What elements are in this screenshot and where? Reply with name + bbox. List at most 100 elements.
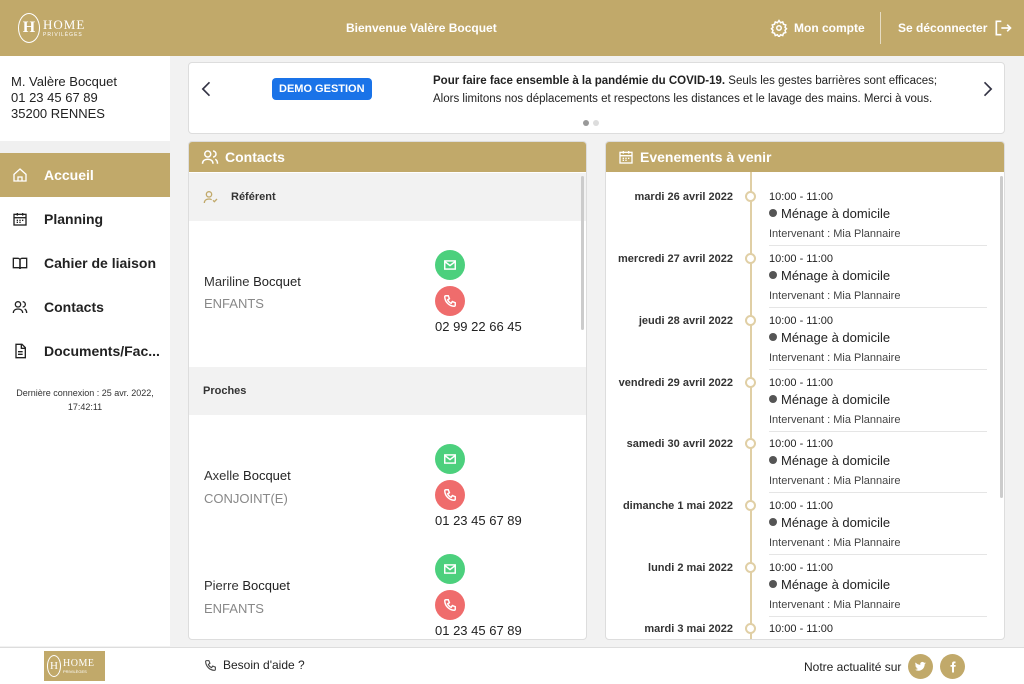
phone-icon (205, 659, 216, 671)
contact-item: Axelle Bocquet CONJOINT(E) 01 23 45 67 8… (189, 415, 586, 528)
news-line1: Seuls les gestes barrières sont efficace… (725, 75, 938, 87)
footer-logo-subtext: PRIVILÈGES (63, 668, 87, 674)
contacts-scrollbar[interactable] (581, 176, 584, 330)
last-connection-date: Dernière connexion : 25 avr. 2022, (16, 388, 154, 398)
carousel-dot[interactable] (593, 120, 599, 126)
contact-name: Axelle Bocquet (204, 468, 291, 483)
twitter-button[interactable] (908, 654, 934, 679)
book-icon (12, 257, 28, 270)
news-line2: Alors limitons nos déplacements et respe… (433, 93, 933, 105)
event-title: Ménage à domicile (769, 330, 890, 345)
carousel-dots (583, 120, 603, 126)
user-name: M. Valère Bocquet (11, 74, 117, 89)
section-label: Référent (231, 191, 276, 203)
event-intervenant: Intervenant : Mia Plannaire (769, 537, 901, 549)
chevron-left-icon[interactable] (197, 79, 217, 99)
event-time: 10:00 - 11:00 (769, 438, 834, 450)
last-connection-time: 17:42:11 (67, 402, 103, 412)
event-title: Ménage à domicile (769, 392, 890, 407)
events-title: Evenements à venir (640, 149, 772, 165)
contacts-header: Contacts (189, 142, 586, 172)
contact-name: Mariline Bocquet (204, 274, 301, 289)
logo-emblem-icon: H (47, 655, 61, 677)
users-icon (201, 150, 219, 164)
news-headline: Pour faire face ensemble à la pandémie d… (433, 75, 726, 87)
timeline-dot (745, 623, 756, 634)
account-button[interactable]: Mon compte (770, 19, 865, 37)
section-proches: Proches (189, 367, 586, 415)
call-button[interactable] (435, 286, 465, 316)
calendar-icon (619, 151, 633, 164)
mail-icon (444, 260, 456, 270)
twitter-icon (915, 661, 927, 671)
contact-item: Mariline Bocquet ENFANTS 02 99 22 66 45 (189, 221, 586, 367)
user-phone: 01 23 45 67 89 (11, 90, 98, 105)
event-date: mercredi 27 avril 2022 (618, 253, 733, 265)
document-icon (15, 343, 26, 359)
event-time: 10:00 - 11:00 (769, 377, 834, 389)
event-time: 10:00 - 11:00 (769, 315, 834, 327)
social-label: Notre actualité sur (804, 659, 902, 674)
event-intervenant: Intervenant : Mia Plannaire (769, 228, 901, 240)
event-divider (769, 554, 987, 555)
chevron-right-icon[interactable] (977, 79, 997, 99)
contacts-panel: Contacts Référent Mariline Bocquet ENFAN… (188, 141, 587, 640)
event-intervenant: Intervenant : Mia Plannaire (769, 352, 901, 364)
sidebar-item-label: Documents/Fac... (44, 343, 160, 359)
logout-button[interactable]: Se déconnecter (898, 18, 1013, 38)
contact-role: ENFANTS (204, 601, 264, 616)
user-city: 35200 RENNES (11, 106, 105, 121)
sidebar-item-cahier[interactable]: Cahier de liaison (0, 241, 170, 285)
email-button[interactable] (435, 250, 465, 280)
email-button[interactable] (435, 554, 465, 584)
gear-icon (770, 19, 788, 37)
call-button[interactable] (435, 590, 465, 620)
logout-label: Se déconnecter (898, 21, 988, 35)
phone-icon (444, 599, 456, 611)
logo[interactable]: H HOME PRIVILÈGES (18, 13, 85, 43)
help-link[interactable]: Besoin d'aide ? (204, 658, 305, 672)
event-time: 10:00 - 11:00 (769, 623, 834, 635)
logo-subtext: PRIVILÈGES (43, 32, 83, 38)
contact-role: ENFANTS (204, 296, 264, 311)
call-button[interactable] (435, 480, 465, 510)
footer-logo[interactable]: H HOME PRIVILÈGES (44, 651, 105, 681)
contact-phone: 01 23 45 67 89 (435, 513, 522, 528)
sidebar-item-accueil[interactable]: Accueil (0, 153, 170, 197)
contact-last-name: Bocquet (242, 578, 291, 593)
logo-emblem-icon: H (18, 13, 40, 43)
user-check-icon (203, 191, 218, 204)
phone-icon (444, 489, 456, 501)
event-date: samedi 30 avril 2022 (626, 438, 733, 450)
event-intervenant: Intervenant : Mia Plannaire (769, 475, 901, 487)
email-button[interactable] (435, 444, 465, 474)
demo-badge: DEMO GESTION (272, 78, 372, 100)
facebook-button[interactable] (940, 654, 966, 679)
contact-first-name: Pierre (204, 578, 239, 593)
header-divider (880, 12, 881, 44)
footer-logo-text: HOME (63, 657, 95, 669)
sidebar-item-contacts[interactable]: Contacts (0, 285, 170, 329)
event-divider (769, 245, 987, 246)
event-title: Ménage à domicile (769, 453, 890, 468)
event-date: mardi 3 mai 2022 (644, 623, 733, 635)
event-time: 10:00 - 11:00 (769, 191, 834, 203)
phone-icon (444, 295, 456, 307)
mail-icon (444, 454, 456, 464)
contact-phone: 02 99 22 66 45 (435, 319, 522, 334)
event-time: 10:00 - 11:00 (769, 253, 834, 265)
contact-first-name: Axelle (204, 468, 240, 483)
timeline-dot (745, 191, 756, 202)
timeline-dot (745, 253, 756, 264)
events-scrollbar[interactable] (1000, 176, 1003, 498)
carousel-dot[interactable] (583, 120, 589, 126)
timeline-dot (745, 500, 756, 511)
contacts-title: Contacts (225, 149, 285, 165)
event-intervenant: Intervenant : Mia Plannaire (769, 599, 901, 611)
social-links: Notre actualité sur (804, 654, 966, 679)
sidebar-item-documents[interactable]: Documents/Fac... (0, 329, 170, 373)
sidebar-item-label: Cahier de liaison (44, 255, 157, 271)
sidebar: M. Valère Bocquet 01 23 45 67 89 35200 R… (0, 56, 170, 646)
sidebar-item-planning[interactable]: Planning (0, 197, 170, 241)
sidebar-item-label: Accueil (44, 167, 94, 183)
